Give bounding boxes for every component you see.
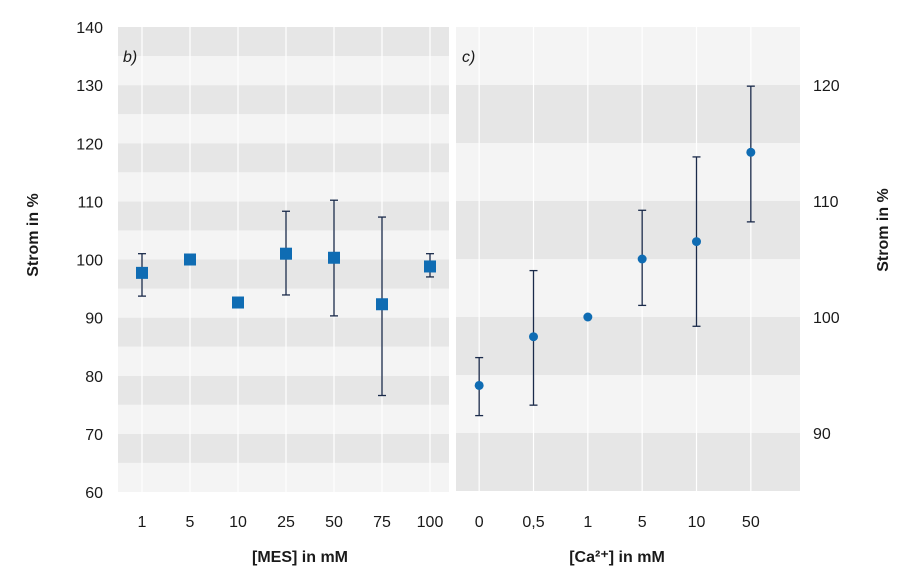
band-right bbox=[456, 317, 800, 375]
left-y-axis-label: Strom in % bbox=[25, 193, 42, 277]
ca-data-point bbox=[692, 237, 701, 247]
right-y-tick-label: 90 bbox=[813, 426, 831, 443]
left-x-tick-label: 100 bbox=[417, 514, 444, 531]
right-x-axis-label: [Ca²⁺] in mM bbox=[569, 549, 665, 566]
band-right bbox=[456, 201, 800, 259]
left-y-tick-label: 120 bbox=[76, 136, 103, 153]
left-x-tick-label: 75 bbox=[373, 514, 391, 531]
band-left bbox=[118, 143, 449, 173]
left-x-tick-label: 10 bbox=[229, 514, 247, 531]
band-left bbox=[118, 375, 449, 405]
left-y-tick-label: 80 bbox=[85, 369, 103, 386]
right-y-axis-label: Strom in % bbox=[875, 188, 892, 272]
left-y-tick-label: 70 bbox=[85, 427, 103, 444]
right-x-tick-label: 1 bbox=[583, 514, 592, 531]
band-left bbox=[118, 404, 449, 434]
left-x-tick-label: 25 bbox=[277, 514, 295, 531]
ca-data-point bbox=[529, 332, 538, 342]
data-marks bbox=[136, 85, 756, 417]
band-left bbox=[118, 462, 449, 492]
left-x-tick-label: 5 bbox=[186, 514, 195, 531]
left-y-tick-label: 60 bbox=[85, 485, 103, 502]
band-left bbox=[118, 288, 449, 318]
ca-data-point bbox=[746, 147, 756, 157]
band-left bbox=[118, 27, 449, 57]
left-y-tick-label: 140 bbox=[76, 20, 103, 37]
band-right bbox=[456, 375, 800, 433]
band-right bbox=[456, 27, 800, 85]
left-y-tick-label: 100 bbox=[76, 253, 103, 270]
right-y-tick-label: 120 bbox=[813, 78, 840, 95]
panel-label-b: b) bbox=[123, 49, 137, 66]
right-x-tick-label: 5 bbox=[638, 514, 647, 531]
band-left bbox=[118, 317, 449, 347]
mes-data-point bbox=[280, 247, 292, 260]
right-x-tick-label: 0 bbox=[475, 514, 484, 531]
right-y-tick-label: 110 bbox=[813, 194, 839, 211]
ca-data-point bbox=[474, 380, 484, 390]
left-y-tick-label: 130 bbox=[76, 78, 103, 95]
right-y-tick-label: 100 bbox=[813, 310, 840, 327]
right-x-tick-label: 10 bbox=[688, 514, 706, 531]
band-left bbox=[118, 85, 449, 115]
background-bands bbox=[118, 27, 800, 492]
left-x-tick-label: 50 bbox=[325, 514, 343, 531]
ca-data-point bbox=[583, 312, 593, 322]
band-left bbox=[118, 201, 449, 231]
ca-data-point bbox=[637, 254, 647, 264]
mes-data-point bbox=[184, 253, 196, 266]
left-x-axis-label: [MES] in mM bbox=[252, 549, 348, 566]
panel-divider bbox=[449, 27, 456, 492]
band-left bbox=[118, 346, 449, 376]
left-x-tick-label: 1 bbox=[138, 514, 147, 531]
left-y-tick-label: 110 bbox=[77, 194, 103, 211]
mes-data-point bbox=[424, 260, 436, 273]
mes-data-point bbox=[376, 298, 388, 311]
right-x-tick-label: 0,5 bbox=[522, 514, 544, 531]
band-left bbox=[118, 172, 449, 202]
left-y-tick-label: 90 bbox=[85, 311, 103, 328]
panel-label-c: c) bbox=[462, 49, 475, 66]
mes-data-point bbox=[232, 296, 244, 309]
right-x-tick-label: 50 bbox=[742, 514, 760, 531]
band-left bbox=[118, 259, 449, 289]
band-right bbox=[456, 433, 800, 491]
band-left bbox=[118, 433, 449, 463]
band-left bbox=[118, 56, 449, 86]
band-right bbox=[456, 143, 800, 201]
mes-data-point bbox=[328, 251, 340, 264]
band-left bbox=[118, 114, 449, 144]
mes-data-point bbox=[136, 266, 148, 279]
band-right bbox=[456, 85, 800, 143]
band-right bbox=[456, 259, 800, 317]
